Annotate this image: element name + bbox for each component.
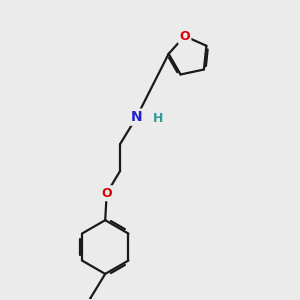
Text: N: N xyxy=(131,110,142,124)
Text: O: O xyxy=(179,30,190,43)
Text: O: O xyxy=(101,187,112,200)
Text: H: H xyxy=(153,112,164,125)
